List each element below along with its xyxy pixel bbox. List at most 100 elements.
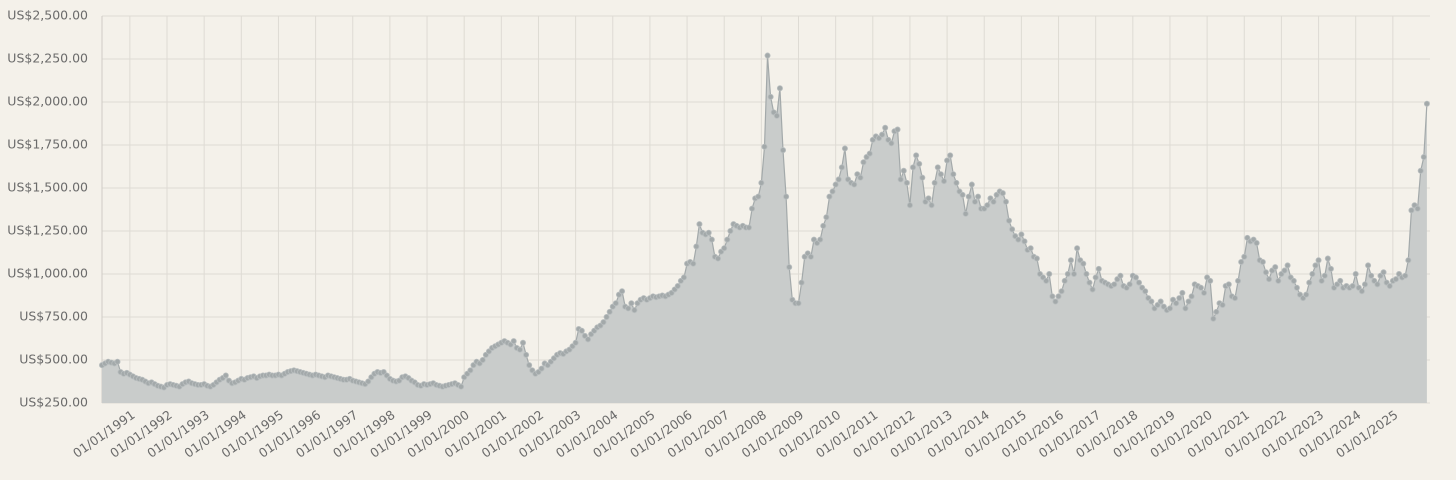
point <box>526 362 533 369</box>
point <box>888 140 895 147</box>
point <box>1117 272 1124 279</box>
point <box>222 372 229 379</box>
point <box>773 112 780 119</box>
point <box>953 179 960 186</box>
point <box>1089 286 1096 293</box>
point <box>1002 198 1009 205</box>
point <box>1179 289 1186 296</box>
point <box>724 236 731 243</box>
point <box>1392 276 1399 283</box>
point <box>1188 293 1195 300</box>
point <box>1126 281 1133 288</box>
point <box>1067 257 1074 264</box>
point <box>1303 291 1310 298</box>
point <box>1414 205 1421 212</box>
point <box>1182 305 1189 312</box>
point <box>937 171 944 178</box>
point <box>1361 281 1368 288</box>
y-tick-label: US$250.00 <box>19 395 88 410</box>
point <box>934 164 941 171</box>
point <box>631 307 638 314</box>
point <box>1052 298 1059 305</box>
point <box>1071 270 1078 277</box>
point <box>1058 288 1065 295</box>
point <box>1259 258 1266 265</box>
point <box>965 193 972 200</box>
point <box>1092 274 1099 281</box>
point <box>1210 315 1217 322</box>
point <box>1095 265 1102 272</box>
point <box>1157 298 1164 305</box>
point <box>1374 281 1381 288</box>
point <box>578 327 585 334</box>
point <box>1368 272 1375 279</box>
point <box>523 351 530 358</box>
point <box>795 300 802 307</box>
point <box>715 255 722 262</box>
point <box>1266 276 1273 283</box>
point <box>971 198 978 205</box>
point <box>1185 298 1192 305</box>
point <box>600 319 607 326</box>
point <box>786 264 793 271</box>
point <box>900 167 907 174</box>
y-tick-label: US$2,250.00 <box>7 51 88 66</box>
point <box>940 178 947 185</box>
point <box>835 176 842 183</box>
point <box>1290 277 1297 284</box>
point <box>1324 255 1331 262</box>
point <box>1337 277 1344 284</box>
point <box>984 202 991 209</box>
point <box>1321 272 1328 279</box>
y-tick-label: US$2,000.00 <box>7 94 88 109</box>
point <box>1136 279 1143 286</box>
point <box>776 85 783 92</box>
point <box>516 346 523 353</box>
point <box>1132 274 1139 281</box>
point <box>999 190 1006 197</box>
point <box>467 367 474 374</box>
point <box>1380 269 1387 276</box>
point <box>1074 245 1081 252</box>
point <box>1009 226 1016 233</box>
point <box>1006 217 1013 224</box>
point <box>1015 236 1022 243</box>
point <box>690 260 697 267</box>
point <box>1148 298 1155 305</box>
point <box>841 145 848 152</box>
point <box>519 339 526 346</box>
point <box>860 159 867 166</box>
point <box>612 300 619 307</box>
point <box>1365 262 1372 269</box>
point <box>1275 277 1282 284</box>
point <box>365 378 372 385</box>
point <box>603 313 610 320</box>
point <box>1201 289 1208 296</box>
point <box>798 279 805 286</box>
point <box>572 339 579 346</box>
point <box>1349 283 1356 290</box>
point <box>1262 269 1269 276</box>
point <box>838 164 845 171</box>
point <box>919 174 926 181</box>
point <box>1225 281 1232 288</box>
point <box>968 181 975 188</box>
point <box>916 160 923 167</box>
point <box>1049 293 1056 300</box>
point <box>959 191 966 198</box>
point <box>857 174 864 181</box>
point <box>1358 288 1365 295</box>
point <box>1241 253 1248 260</box>
point <box>1405 257 1412 264</box>
point <box>1312 262 1319 269</box>
point <box>1284 262 1291 269</box>
point <box>1142 288 1149 295</box>
point <box>1173 300 1180 307</box>
point <box>910 164 917 171</box>
point <box>1055 293 1062 300</box>
point <box>1238 258 1245 265</box>
point <box>894 126 901 133</box>
point <box>625 305 632 312</box>
point <box>947 152 954 159</box>
point <box>1111 281 1118 288</box>
